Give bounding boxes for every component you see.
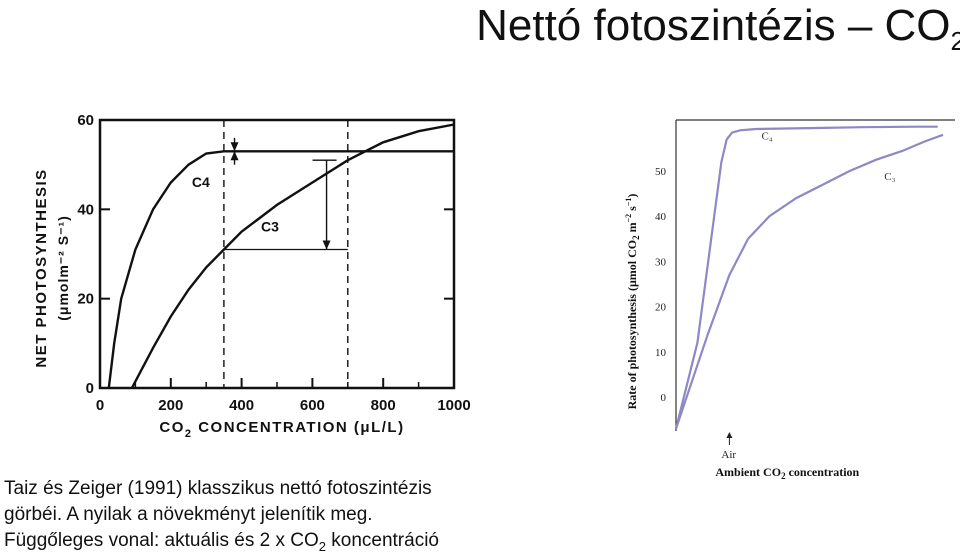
- right-y-axis-label: Rate of photosynthesis (μmol CO2 m−2 s−1…: [624, 194, 641, 410]
- caption-line-3-sub: 2: [318, 539, 326, 554]
- left-x-tick-label: 800: [371, 397, 396, 414]
- right-air-arrow-head: [726, 432, 733, 438]
- left-x-tick-label: 600: [300, 397, 325, 414]
- right-y-tick-label: 30: [655, 256, 667, 268]
- title-main: Nettó fotoszintézis – CO: [476, 1, 951, 50]
- left-x-axis-label: CO2 CONCENTRATION (μL/L): [159, 419, 404, 440]
- right-plot-area: 0 10 20 30 40 50 C₄ C₃ Air Ambient CO2 concentrat…: [624, 119, 955, 481]
- right-y-tick-label: 40: [655, 211, 667, 223]
- left-series-c4: [107, 150, 454, 389]
- caption-line-2: görbéi. A nyilak a növekményt jelenítik …: [4, 504, 373, 525]
- caption: Taiz és Zeiger (1991) klasszikus nettó f…: [4, 476, 439, 560]
- left-y-tick-label: 20: [77, 291, 94, 308]
- left-x-tick-label: 0: [96, 397, 104, 414]
- caption-line-1: Taiz és Zeiger (1991) klasszikus nettó f…: [4, 478, 432, 499]
- left-arrow-head: [322, 240, 331, 250]
- left-y-tick-label: 0: [86, 380, 94, 397]
- right-y-tick-label: 50: [655, 166, 667, 178]
- caption-line-3-post: koncentráció: [325, 530, 439, 551]
- right-series-label: C₄: [761, 130, 772, 142]
- left-arrow-head: [230, 151, 239, 161]
- left-y-tick-label: 40: [77, 201, 94, 218]
- left-arrow-head: [230, 142, 239, 152]
- right-air-label: Air: [721, 449, 736, 461]
- right-chart: 0 10 20 30 40 50 C₄ C₃ Air Ambient CO2 concentrat…: [624, 119, 955, 481]
- left-series-label: C4: [192, 174, 210, 190]
- right-series-c4: [674, 125, 938, 429]
- left-x-tick-label: 400: [229, 397, 254, 414]
- left-series-c3: [130, 123, 455, 389]
- right-series-c3: [674, 133, 944, 429]
- left-y-axis-label-line1: NET PHOTOSYNTHESIS: [33, 168, 50, 367]
- right-series-label: C₃: [884, 171, 895, 183]
- left-series-label: C3: [261, 219, 279, 235]
- slide-title: Nettó fotoszintézis – CO2: [476, 0, 960, 67]
- right-y-tick-label: 10: [655, 347, 667, 359]
- left-x-tick-label: 1000: [437, 397, 470, 414]
- caption-line-3-pre: Függőleges vonal: aktuális és 2 x CO: [4, 530, 319, 551]
- caption-line-3: Függőleges vonal: aktuális és 2 x CO2 ko…: [4, 528, 439, 560]
- right-x-axis-label: Ambient CO2 concentration: [715, 465, 859, 481]
- right-y-tick-label: 0: [661, 392, 667, 404]
- left-y-tick-label: 60: [77, 112, 94, 129]
- left-y-axis-label-line2: (μmolm⁻² S⁻¹): [55, 215, 71, 321]
- left-x-tick-label: 200: [158, 397, 183, 414]
- right-y-tick-label: 20: [655, 302, 667, 314]
- title-subscript: 2: [950, 26, 960, 56]
